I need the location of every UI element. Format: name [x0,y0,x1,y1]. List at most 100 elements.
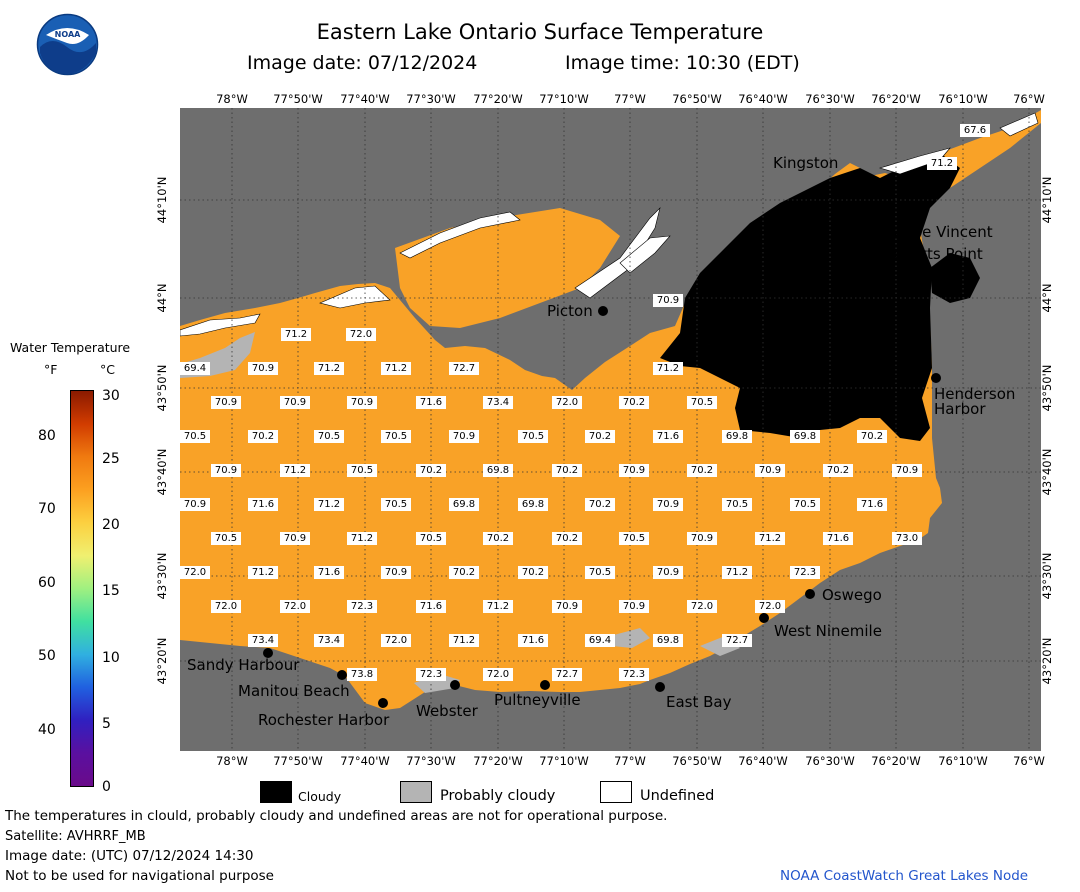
place-east-bay: East Bay [666,693,732,711]
temperature-label: 72.0 [755,600,785,613]
temperature-label: 72.7 [552,668,582,681]
utc-date-label: Image date: (UTC) 07/12/2024 14:30 [5,848,254,864]
temperature-label: 70.5 [687,396,717,409]
scale-tick-celsius: 25 [102,451,120,467]
latitude-label-right: 43°30'N [1040,552,1054,600]
place-oswego: Oswego [822,586,882,604]
temperature-label: 71.2 [483,600,513,613]
temperature-label: 71.2 [347,532,377,545]
temperature-label: 72.3 [416,668,446,681]
longitude-label-bottom: 76°50'W [672,754,722,768]
longitude-label-bottom: 77°W [614,754,646,768]
operational-note: The temperatures in clould, probably clo… [5,808,668,824]
lat-lon-grid [180,108,1041,751]
temperature-label: 67.6 [960,124,990,137]
temperature-label: 71.2 [449,634,479,647]
temperature-label: 71.2 [381,362,411,375]
scale-tick-celsius: 10 [102,650,120,666]
place-sandy-harbour: Sandy Harbour [187,656,300,674]
temperature-label: 71.2 [280,464,310,477]
temperature-label: 70.5 [790,498,820,511]
temperature-label: 70.2 [248,430,278,443]
temperature-label: 72.7 [722,634,752,647]
longitude-label-top: 77°20'W [473,92,523,106]
longitude-label-bottom: 76°30'W [805,754,855,768]
temperature-label: 70.2 [416,464,446,477]
temperature-label: 70.5 [180,430,210,443]
latitude-label-left: 43°20'N [155,637,169,685]
temperature-label: 70.9 [180,498,210,511]
temperature-label: 73.8 [347,668,377,681]
unit-fahrenheit: °F [44,362,58,377]
temperature-label: 70.9 [687,532,717,545]
temperature-label: 70.2 [552,532,582,545]
navigation-warning: Not to be used for navigational purpose [5,868,274,884]
legend-probably-cloudy-label: Probably cloudy [440,788,556,804]
temperature-label: 71.6 [416,600,446,613]
temperature-label: 71.6 [416,396,446,409]
temperature-label: 71.2 [314,362,344,375]
temperature-label: 70.9 [381,566,411,579]
place-marker [598,306,608,316]
credit-label: NOAA CoastWatch Great Lakes Node [780,868,1029,884]
unit-celsius: °C [100,362,115,377]
temperature-label: 69.4 [180,362,210,375]
temperature-label: 70.5 [381,498,411,511]
scale-tick-fahrenheit: 50 [38,648,56,664]
longitude-label-bottom: 76°10'W [938,754,988,768]
temperature-label: 70.9 [653,566,683,579]
temperature-label: 72.0 [483,668,513,681]
latitude-label-right: 44°10'N [1040,176,1054,224]
temperature-label: 72.3 [347,600,377,613]
temperature-label: 70.5 [585,566,615,579]
scale-tick-fahrenheit: 60 [38,575,56,591]
longitude-label-bottom: 76°40'W [738,754,788,768]
temperature-label: 70.2 [823,464,853,477]
place-marker [378,698,388,708]
latitude-label-left: 44°N [155,283,169,313]
legend-cloudy-swatch [260,781,292,803]
place-marker [868,247,878,257]
temperature-label: 70.9 [892,464,922,477]
scale-tick-fahrenheit: 80 [38,428,56,444]
image-date-label: Image date: 07/12/2024 [247,52,478,74]
temperature-label: 70.9 [653,498,683,511]
latitude-label-left: 43°30'N [155,552,169,600]
longitude-label-top: 76°10'W [938,92,988,106]
scale-tick-celsius: 15 [102,583,120,599]
longitude-label-bottom: 78°W [216,754,248,768]
longitude-label-top: 77°W [614,92,646,106]
temperature-label: 72.0 [180,566,210,579]
temperature-label: 72.0 [346,328,376,341]
temperature-label: 69.8 [790,430,820,443]
scale-tick-celsius: 5 [102,716,111,732]
temperature-label: 71.6 [314,566,344,579]
latitude-label-right: 43°40'N [1040,448,1054,496]
temperature-label: 70.9 [347,396,377,409]
temperature-label: 70.2 [585,430,615,443]
color-scale-bar [70,390,94,787]
temperature-label: 72.0 [552,396,582,409]
longitude-label-top: 76°40'W [738,92,788,106]
temperature-label: 70.2 [585,498,615,511]
place-henderson-harbor: Henderson Harbor [934,385,1016,418]
temperature-label: 73.4 [483,396,513,409]
temperature-label: 70.2 [518,566,548,579]
temperature-label: 70.9 [653,294,683,307]
temperature-label: 70.9 [211,396,241,409]
temperature-label: 72.0 [381,634,411,647]
temperature-label: 73.4 [248,634,278,647]
longitude-label-top: 77°50'W [273,92,323,106]
temperature-label: 70.9 [280,532,310,545]
temperature-label: 70.5 [381,430,411,443]
longitude-label-bottom: 77°40'W [340,754,390,768]
longitude-label-bottom: 77°30'W [406,754,456,768]
temperature-label: 71.2 [755,532,785,545]
temperature-label: 71.6 [857,498,887,511]
place-marker [655,682,665,692]
temperature-label: 72.7 [449,362,479,375]
place-webster: Webster [416,702,478,720]
temperature-label: 71.2 [248,566,278,579]
temperature-label: 71.6 [823,532,853,545]
longitude-label-top: 76°20'W [871,92,921,106]
